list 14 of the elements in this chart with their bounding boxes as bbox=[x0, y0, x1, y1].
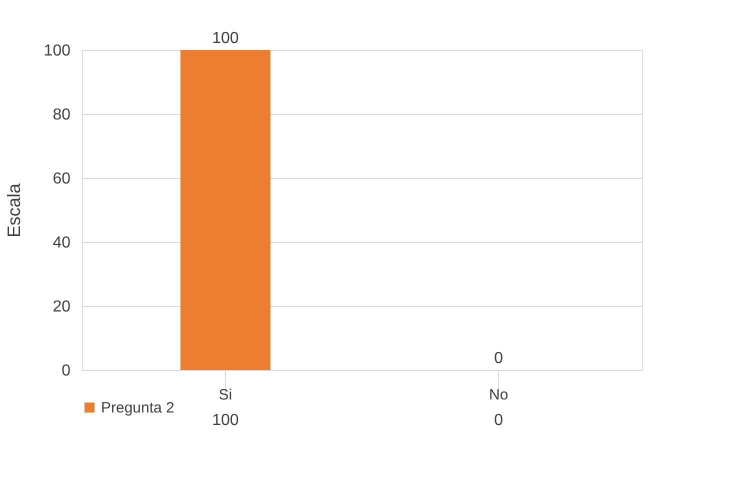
data-label: 0 bbox=[494, 350, 504, 367]
legend-label: Pregunta 2 bbox=[101, 400, 174, 416]
x-tick-label: No bbox=[488, 386, 508, 404]
text: 0 bbox=[494, 412, 504, 429]
data-label: 100 bbox=[212, 30, 239, 47]
y-tick-label: 40 bbox=[52, 234, 71, 252]
y-axis-title: Escala bbox=[4, 182, 24, 238]
y-tick-label: 80 bbox=[52, 106, 71, 124]
y-tick-label: 20 bbox=[52, 298, 71, 316]
x-tick-label: Si bbox=[218, 386, 232, 404]
y-tick-label: 0 bbox=[62, 362, 71, 380]
y-tick-label: 60 bbox=[52, 170, 71, 188]
y-tick-label: 100 bbox=[44, 42, 71, 60]
text: 100 bbox=[212, 412, 239, 429]
